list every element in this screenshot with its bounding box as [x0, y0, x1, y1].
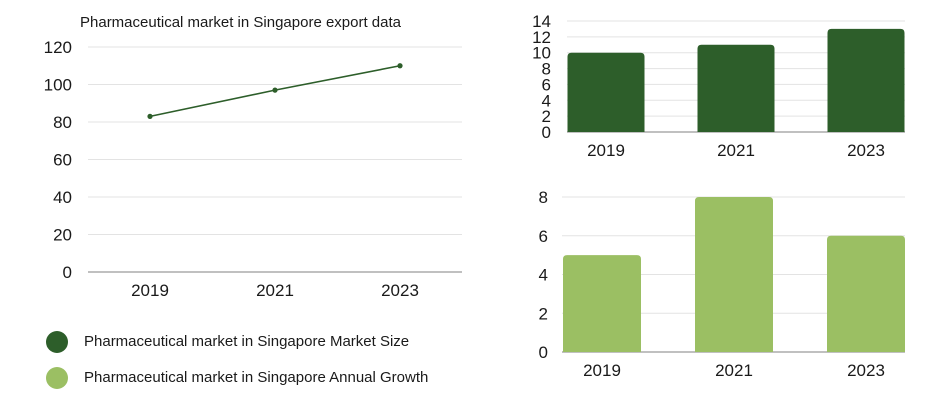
bar_top-bar — [827, 28, 905, 132]
bar_top-y-tick-label: 4 — [542, 91, 551, 110]
bar_bottom-y-tick-label: 6 — [539, 227, 548, 246]
bar_bottom-x-tick-label: 2023 — [847, 361, 885, 380]
bar_top-y-tick-label: 12 — [532, 28, 551, 47]
legend-swatch-market-size — [46, 331, 68, 353]
bar_bottom-y-tick-label: 4 — [539, 266, 548, 285]
legend-swatch-annual-growth — [46, 367, 68, 389]
line-title: Pharmaceutical market in Singapore expor… — [80, 14, 402, 31]
line-x-tick-label: 2019 — [131, 281, 169, 300]
bar_top-y-tick-label: 8 — [542, 60, 551, 79]
bar_top-bar — [697, 44, 775, 132]
line-data-point — [272, 87, 278, 93]
line-x-tick-label: 2021 — [256, 281, 294, 300]
line-y-tick-label: 60 — [53, 151, 72, 170]
bar_bottom-bar — [695, 197, 773, 352]
line-data-point — [147, 113, 153, 119]
bar_bottom-y-tick-label: 2 — [539, 304, 548, 323]
line-y-tick-label: 0 — [63, 263, 72, 282]
bar_top-x-tick-label: 2019 — [587, 141, 625, 160]
bar_top-y-tick-label: 6 — [542, 75, 551, 94]
legend-label-market-size: Pharmaceutical market in Singapore Marke… — [84, 333, 410, 350]
line-y-tick-label: 120 — [44, 38, 72, 57]
line-data-point — [397, 63, 403, 69]
bar_top-x-tick-label: 2023 — [847, 141, 885, 160]
bar_bottom-bar — [563, 255, 641, 352]
bar_top-bar — [567, 52, 645, 132]
bar_top-y-tick-label: 10 — [532, 44, 551, 63]
line-y-tick-label: 20 — [53, 226, 72, 245]
bar_bottom-x-tick-label: 2021 — [715, 361, 753, 380]
line-y-tick-label: 100 — [44, 76, 72, 95]
bar_bottom-y-tick-label: 8 — [539, 188, 548, 207]
bar_bottom-bar — [827, 235, 905, 352]
legend-label-annual-growth: Pharmaceutical market in Singapore Annua… — [84, 369, 429, 386]
bar_top-y-tick-label: 14 — [532, 12, 551, 31]
line-y-tick-label: 40 — [53, 188, 72, 207]
bar_top-x-tick-label: 2021 — [717, 141, 755, 160]
bar_top-y-tick-label: 0 — [542, 123, 551, 142]
line-y-tick-label: 80 — [53, 113, 72, 132]
bar_bottom-x-tick-label: 2019 — [583, 361, 621, 380]
line-x-tick-label: 2023 — [381, 281, 419, 300]
bar_bottom-y-tick-label: 0 — [539, 343, 548, 362]
bar_top-y-tick-label: 2 — [542, 107, 551, 126]
